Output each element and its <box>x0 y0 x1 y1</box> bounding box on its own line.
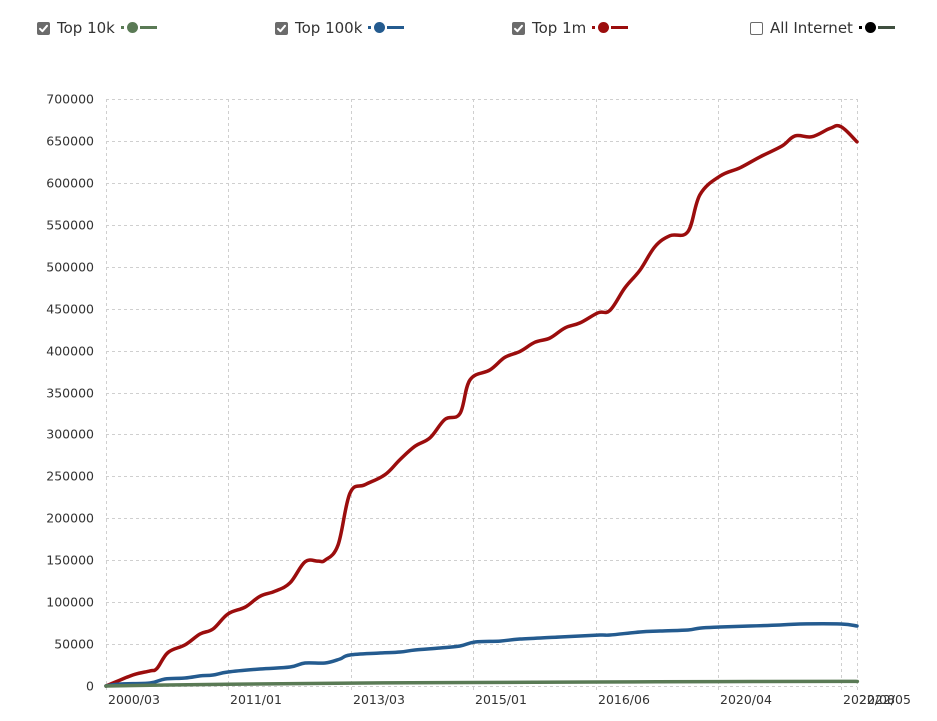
y-tick-label: 150000 <box>46 553 94 568</box>
x-tick-label: 2000/03 <box>108 692 160 707</box>
y-axis: 0 50000 100000 150000 200000 250000 300000 3500… <box>46 92 94 694</box>
series-line-top-10k <box>104 679 860 688</box>
x-tick-label: 2015/01 <box>475 692 527 707</box>
y-tick-label: 350000 <box>46 386 94 401</box>
checkbox-top-100k[interactable] <box>275 21 288 35</box>
chart-lines <box>104 123 860 688</box>
y-tick-label: 450000 <box>46 302 94 317</box>
y-tick-label: 400000 <box>46 344 94 359</box>
y-tick-label: 50000 <box>54 637 94 652</box>
x-tick-label: 2016/06 <box>598 692 650 707</box>
checkmark-icon <box>39 24 48 32</box>
legend-swatch-top-100k-icon <box>368 22 406 34</box>
x-axis: 2000/03 2011/01 2013/03 2015/01 2016/06 2020/… <box>108 692 911 707</box>
y-tick-label: 0 <box>86 679 94 694</box>
legend-swatch-all-internet-icon <box>858 22 897 34</box>
y-tick-label: 500000 <box>46 260 94 275</box>
y-tick-label: 200000 <box>46 511 94 526</box>
checkbox-all-internet[interactable] <box>750 21 763 35</box>
series-line-top-100k <box>104 622 859 688</box>
legend-label-top-100k: Top 100k <box>295 19 363 37</box>
legend-label-all-internet: All Internet <box>770 19 853 37</box>
y-tick-label: 100000 <box>46 595 94 610</box>
x-tick-label: 2022/08 <box>843 692 895 707</box>
legend-swatch-top-1m-icon <box>592 22 630 34</box>
legend-label-top-10k: Top 10k <box>57 19 115 37</box>
y-tick-label: 550000 <box>46 218 94 233</box>
checkmark-icon <box>277 24 286 32</box>
checkmark-icon <box>514 24 523 32</box>
chart-legend: Top 10k Top 100k Top 1m All Internet <box>0 16 937 40</box>
legend-item-all-internet[interactable]: All Internet <box>750 16 897 40</box>
x-tick-label: 2020/04 <box>720 692 772 707</box>
legend-label-top-1m: Top 1m <box>532 19 587 37</box>
legend-item-top-1m[interactable]: Top 1m <box>512 16 630 40</box>
y-tick-label: 650000 <box>46 134 94 149</box>
series-line-top-1m <box>104 123 859 688</box>
checkbox-top-1m[interactable] <box>512 21 525 35</box>
chart-grid <box>106 99 858 690</box>
x-tick-label: 2013/03 <box>353 692 405 707</box>
legend-item-top-100k[interactable]: Top 100k <box>275 16 406 40</box>
y-tick-label: 250000 <box>46 469 94 484</box>
legend-swatch-top-10k-icon <box>120 22 159 34</box>
y-tick-label: 700000 <box>46 92 94 107</box>
legend-item-top-10k[interactable]: Top 10k <box>37 16 159 40</box>
x-tick-label: 2022/05 <box>859 692 911 707</box>
y-tick-label: 300000 <box>46 427 94 442</box>
checkbox-top-10k[interactable] <box>37 21 50 35</box>
x-tick-label: 2011/01 <box>230 692 282 707</box>
y-tick-label: 600000 <box>46 176 94 191</box>
